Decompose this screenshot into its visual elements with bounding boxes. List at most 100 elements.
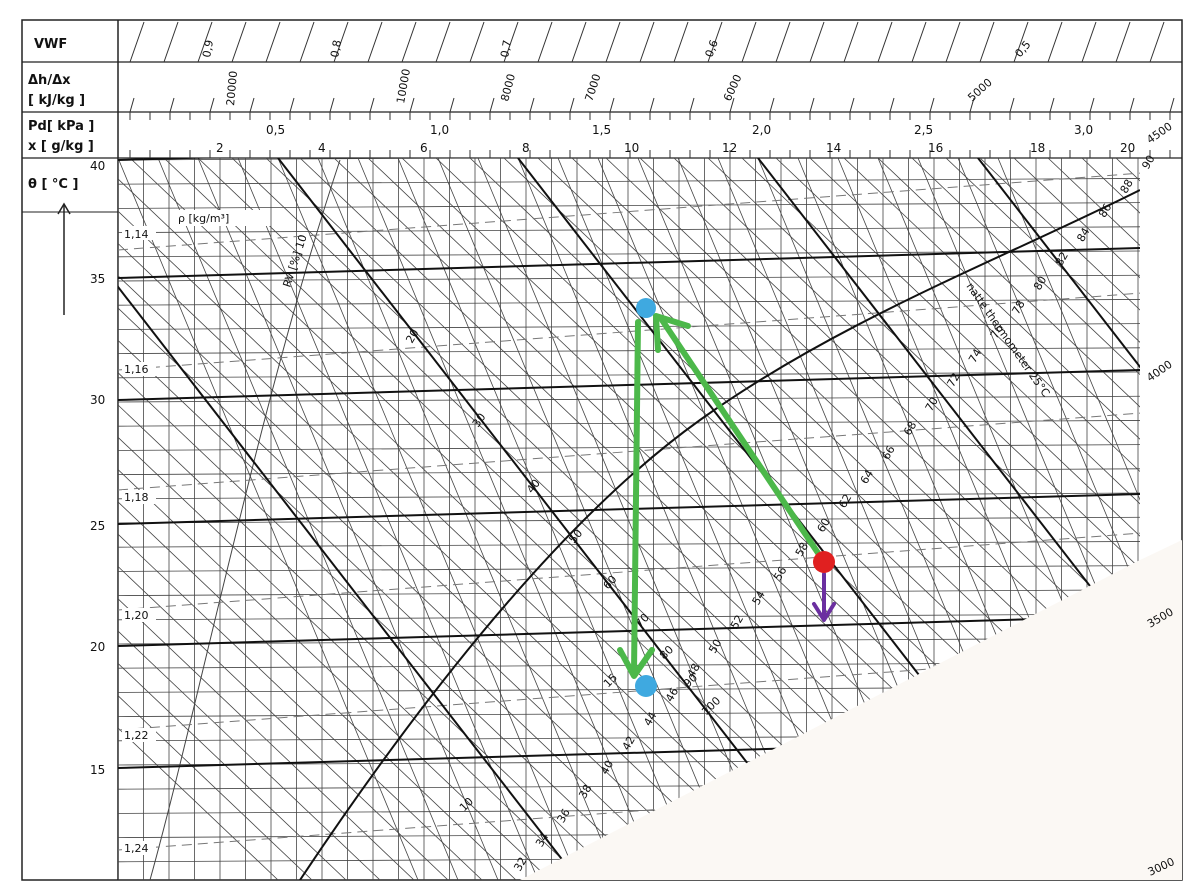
- header-tick-vwf: [810, 22, 824, 62]
- enthalpy-value: 74: [966, 347, 984, 366]
- x-label: x [ g/kg ]: [28, 139, 94, 154]
- header-tick-vwf: [674, 22, 688, 62]
- x-value: 12: [722, 141, 737, 155]
- header-tick-enthalpy: [1090, 98, 1094, 112]
- header-tick-enthalpy: [1010, 98, 1014, 112]
- state-point-start: [813, 551, 835, 573]
- header-tick-vwf: [844, 22, 858, 62]
- enthalpy-value: 82: [1053, 250, 1071, 269]
- header-tick-enthalpy: [210, 98, 214, 112]
- header-tick-vwf: [776, 22, 790, 62]
- density-value: 1,14: [124, 228, 149, 241]
- header-tick-vwf: [980, 22, 994, 62]
- header-tick-enthalpy: [610, 98, 614, 112]
- density-value: 1,22: [124, 729, 149, 742]
- green-arrow-vertical: [634, 322, 638, 672]
- header-tick-enthalpy: [370, 98, 374, 112]
- theta-value: 25: [90, 519, 105, 533]
- grid-dashed-line: [118, 170, 1182, 250]
- pd-label: Pd[ kPa ]: [28, 119, 94, 134]
- density-label: ρ [kg/m³]: [178, 212, 229, 225]
- header-ticks: [130, 22, 1174, 158]
- rv-label: RV [%] 10: [280, 233, 309, 289]
- header-tick-vwf: [1116, 22, 1130, 62]
- header-tick-vwf: [912, 22, 926, 62]
- header-tick-vwf: [946, 22, 960, 62]
- header-tick-vwf: [300, 22, 314, 62]
- density-value: 1,18: [124, 491, 149, 504]
- header-tick-vwf: [1082, 22, 1096, 62]
- theta-value: 30: [90, 393, 105, 407]
- enthalpy-value: 72: [944, 371, 962, 390]
- header-tick-vwf: [640, 22, 654, 62]
- header-tick-enthalpy: [410, 98, 414, 112]
- enthalpy-value: 80: [1031, 274, 1049, 293]
- grid-line-temp: [118, 396, 1182, 402]
- pd-value: 2,0: [752, 123, 771, 137]
- vwf-value: 0,9: [200, 39, 216, 58]
- enthalpy-value: 44: [641, 710, 659, 729]
- density-value: 1,16: [124, 363, 149, 376]
- grid-line-temp: [118, 469, 1182, 475]
- grid-line-temp: [118, 420, 1182, 426]
- header-tick-vwf: [436, 22, 450, 62]
- pd-value: 2,5: [914, 123, 933, 137]
- header-tick-vwf: [572, 22, 586, 62]
- enthalpy-ratio-value: 20000: [224, 70, 240, 106]
- right-scale-value: 4000: [1144, 358, 1174, 385]
- grid-line-temp: [118, 202, 1182, 208]
- enthalpy-value: 78: [1009, 298, 1027, 317]
- vwf-label: VWF: [34, 37, 67, 52]
- header-tick-enthalpy: [850, 98, 854, 112]
- grid-line-enthalpy: [0, 158, 448, 880]
- enthalpy-value: 38: [576, 782, 594, 801]
- theta-value: 15: [90, 763, 105, 777]
- x-value: 14: [826, 141, 841, 155]
- header-tick-enthalpy: [1170, 98, 1174, 112]
- enthalpy-value: 42: [620, 734, 638, 753]
- density-value: 1,24: [124, 842, 149, 855]
- header-tick-enthalpy: [250, 98, 254, 112]
- x-value: 2: [216, 141, 224, 155]
- header-tick-vwf: [538, 22, 552, 62]
- vwf-value: 0,7: [498, 39, 514, 58]
- enthalpy-ratio-value: 8000: [498, 72, 518, 102]
- x-value: 10: [624, 141, 639, 155]
- grid-line-enthalpy: [1184, 158, 1188, 880]
- header-tick-enthalpy: [570, 98, 574, 112]
- grid-line-density: [198, 158, 498, 880]
- header-tick-enthalpy: [770, 98, 774, 112]
- header-tick-enthalpy: [490, 98, 494, 112]
- header-tick-enthalpy: [930, 98, 934, 112]
- theta-value: 35: [90, 272, 105, 286]
- grid-line-enthalpy: [28, 158, 788, 880]
- grid-line-temp: [118, 590, 1182, 596]
- pd-value: 1,0: [430, 123, 449, 137]
- header-tick-vwf: [402, 22, 416, 62]
- x-value: 4: [318, 141, 326, 155]
- header-tick-enthalpy: [890, 98, 894, 112]
- enthalpy-value: 54: [750, 589, 768, 608]
- grid-line-enthalpy: [0, 158, 482, 880]
- theta-label: θ [ °C ]: [28, 177, 78, 192]
- header-tick-enthalpy: [690, 98, 694, 112]
- enthalpy-ratio-value: 7000: [582, 72, 603, 103]
- green-arrow-diagonal: [662, 320, 820, 556]
- header-tick-vwf: [1150, 22, 1164, 62]
- enthalpy-ratio-value: 5000: [965, 76, 995, 104]
- grid-line-enthalpy: [0, 158, 414, 880]
- grid-line-temp: [118, 178, 1182, 184]
- theta-value: 40: [90, 159, 105, 173]
- density-value: 1,20: [124, 609, 149, 622]
- enthalpy-value: 50: [706, 637, 724, 656]
- pd-value: 3,0: [1074, 123, 1093, 137]
- header-tick-enthalpy: [130, 98, 134, 112]
- header-tick-vwf: [470, 22, 484, 62]
- x-value: 8: [522, 141, 530, 155]
- header-tick-vwf: [878, 22, 892, 62]
- pd-value: 0,5: [266, 123, 285, 137]
- enthalpy-ratio-value: 10000: [394, 68, 413, 105]
- header-tick-vwf: [606, 22, 620, 62]
- vwf-value: 0,8: [328, 39, 344, 58]
